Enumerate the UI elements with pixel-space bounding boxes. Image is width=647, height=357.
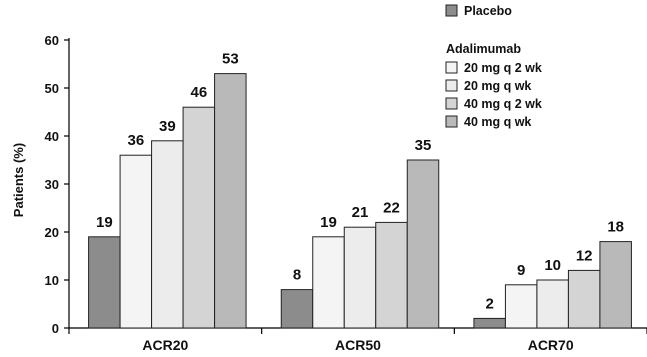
data-label: 22 — [383, 199, 400, 216]
data-label: 46 — [190, 84, 207, 101]
bar — [375, 221, 408, 329]
bar — [182, 106, 216, 329]
legend-swatch — [445, 4, 458, 17]
x-tick-label: ACR50 — [335, 337, 381, 353]
data-label: 10 — [544, 257, 561, 274]
legend-swatch — [445, 79, 458, 92]
data-label: 8 — [293, 267, 301, 284]
bar — [343, 226, 377, 329]
bar — [151, 140, 184, 329]
y-tick-label: 40 — [45, 129, 59, 144]
y-tick-label: 50 — [45, 81, 59, 96]
data-label: 21 — [352, 204, 369, 221]
y-tick-label: 30 — [45, 177, 59, 192]
data-label: 35 — [415, 137, 432, 154]
legend-group-heading: Adalimumab — [446, 42, 521, 56]
bar — [88, 236, 121, 329]
bars — [88, 73, 632, 329]
legend-swatch — [445, 115, 458, 128]
bar — [536, 279, 569, 329]
data-label: 2 — [485, 295, 493, 312]
legend: Adalimumab Placebo 20 mg q 2 wk 20 mg q wk… — [445, 4, 542, 129]
legend-swatch — [445, 61, 458, 74]
legend-label: 20 mg q 2 wk — [464, 61, 542, 75]
y-axis-label: Patients (%) — [11, 143, 26, 217]
data-label: 19 — [96, 214, 113, 231]
bar — [312, 236, 345, 329]
bar — [214, 73, 247, 329]
legend-label: 40 mg q 2 wk — [464, 97, 542, 111]
x-tick-label: ACR70 — [528, 337, 574, 353]
x-tick-label: ACR20 — [142, 337, 188, 353]
legend-label: Placebo — [464, 4, 512, 18]
bar — [504, 284, 538, 329]
bar — [280, 289, 314, 329]
data-label: 36 — [127, 132, 144, 149]
y-tick-label: 0 — [52, 321, 59, 336]
axes: 0 10 20 30 40 50 60 ACR20 ACR50 ACR70 — [45, 33, 647, 353]
data-label: 19 — [320, 214, 337, 231]
bar — [567, 269, 601, 329]
bar — [473, 317, 506, 329]
y-tick-label: 20 — [45, 225, 59, 240]
data-label: 39 — [159, 118, 176, 135]
data-label: 9 — [517, 262, 525, 279]
legend-label: 20 mg q wk — [464, 79, 531, 93]
data-label: 53 — [222, 51, 239, 68]
legend-swatch — [445, 97, 458, 110]
y-tick-label: 60 — [45, 33, 59, 48]
data-label: 18 — [607, 219, 624, 236]
bar — [119, 154, 153, 329]
bar — [599, 241, 632, 329]
bar — [406, 159, 440, 329]
data-labels: 19 36 39 46 53 8 19 21 22 35 2 9 10 12 18 — [96, 51, 624, 313]
data-label: 12 — [576, 247, 593, 264]
legend-label: 40 mg q wk — [464, 115, 531, 129]
y-tick-label: 10 — [45, 273, 59, 288]
